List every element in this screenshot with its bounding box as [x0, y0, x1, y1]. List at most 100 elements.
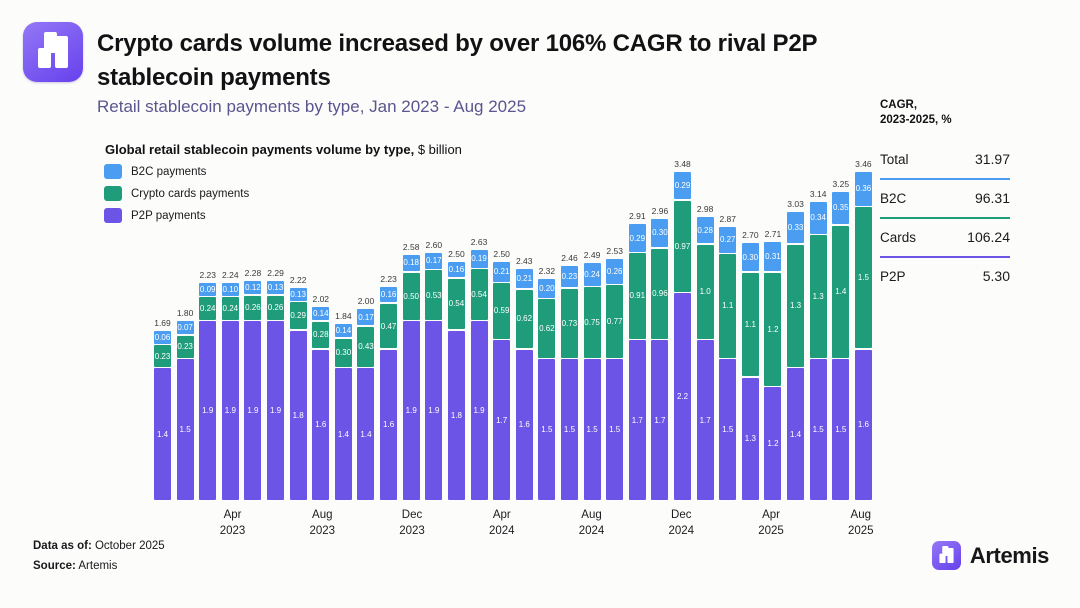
bar-segment-label: 1.7: [654, 415, 666, 425]
bar-segment-label: 2.2: [676, 392, 689, 402]
bar-segment-b2c: 0.17: [357, 309, 375, 326]
bar-segment-b2c: 0.20: [538, 278, 556, 298]
bar-segment-label: 0.54: [471, 290, 487, 299]
bar-column: 2.63 0.19 0.54 1.9: [470, 156, 488, 500]
bar-segment-label: 0.34: [810, 213, 826, 223]
bar-segment-label: 1.5: [563, 425, 576, 434]
bar-column: 2.29 0.13 0.26 1.9: [267, 156, 285, 500]
bar-segment-label: 0.96: [652, 289, 668, 299]
bar-column: 2.32 0.20 0.62 1.5: [538, 156, 556, 500]
bar-segment-b2c: 0.10: [221, 282, 239, 296]
bar-segment-b2c: 0.35: [832, 191, 850, 225]
bar-segment-cards: 0.96: [651, 248, 669, 339]
artemis-logo-icon: [23, 22, 83, 82]
bar-segment-cards: 0.97: [674, 200, 692, 292]
bar-total-label: 3.03: [787, 199, 804, 210]
bar-column: 2.28 0.12 0.26 1.9: [244, 156, 262, 500]
bar-segment-p2p: 1.9: [199, 321, 217, 500]
bar-segment-cards: 0.59: [493, 283, 511, 339]
bar-segment-b2c: 0.30: [741, 243, 759, 272]
bar-segment-label: 0.26: [606, 266, 623, 276]
chart-title-main: Global retail stablecoin payments volume…: [105, 142, 415, 157]
x-axis-tick: Apr 2023: [201, 507, 265, 539]
bar-segment-label: 0.24: [199, 304, 216, 314]
bar-segment-label: 0.26: [245, 303, 261, 313]
chart-title: Global retail stablecoin payments volume…: [105, 142, 462, 157]
artemis-footer-logo-icon: [931, 541, 961, 570]
bar-segment-b2c: 0.16: [380, 287, 398, 303]
legend-label: P2P payments: [131, 209, 206, 222]
x-tick-month: Aug: [581, 509, 602, 521]
x-tick-month: Apr: [762, 509, 780, 521]
bar-segment-label: 0.13: [290, 289, 306, 299]
bar-segment-label: 0.26: [267, 303, 284, 313]
bar-segment-p2p: 1.9: [470, 321, 488, 500]
bar-column: 3.14 0.34 1.3 1.5: [809, 156, 827, 500]
bar-segment-label: 0.14: [335, 326, 352, 336]
bar-segment-label: 0.16: [448, 265, 465, 275]
bar-segment-label: 1.2: [767, 324, 779, 334]
cagr-rows: Total 31.97 B2C 96.31 Cards 106.24 P2P 5.30: [880, 141, 1010, 295]
brand-footer: Artemis: [931, 541, 1049, 570]
bar-segment-label: 0.21: [493, 267, 510, 277]
bar-segment-cards: 1.0: [696, 244, 714, 339]
bar-total-label: 2.46: [561, 252, 578, 263]
data-as-of-note: Data as of: October 2025: [33, 540, 165, 552]
bar-segment-b2c: 0.21: [493, 262, 511, 282]
bar-segment-label: 0.19: [471, 254, 487, 264]
bar-segment-label: 0.77: [606, 316, 623, 326]
bar-segment-b2c: 0.30: [651, 218, 669, 248]
source-note: Source: Artemis: [33, 560, 117, 572]
bar-segment-p2p: 1.7: [651, 340, 669, 500]
bar-column: 2.87 0.27 1.1 1.5: [719, 156, 737, 500]
cagr-heading-line1: CAGR,: [880, 99, 918, 111]
bar-segment-label: 0.13: [267, 283, 284, 293]
bar-segment-label: 1.5: [835, 425, 847, 434]
bar-segment-b2c: 0.28: [696, 216, 714, 244]
bar-segment-b2c: 0.29: [628, 224, 646, 252]
bar-total-label: 3.14: [809, 188, 827, 199]
bar-segment-b2c: 0.33: [787, 212, 805, 244]
bar-column: 2.98 0.28 1.0 1.7: [696, 156, 714, 500]
bar-segment-p2p: 1.4: [357, 368, 375, 500]
bar-total-label: 2.00: [357, 296, 375, 307]
x-tick-month: Apr: [492, 509, 511, 521]
bar-segment-label: 0.14: [312, 309, 329, 319]
bar-column: 2.00 0.17 0.43 1.4: [357, 156, 375, 500]
bar-segment-b2c: 0.34: [809, 201, 827, 234]
x-tick-year: 2024: [668, 525, 695, 537]
cagr-row-label: Total: [880, 152, 909, 167]
page-subtitle: Retail stablecoin payments by type, Jan …: [97, 97, 527, 116]
x-axis-tick: Aug 2025: [829, 507, 893, 539]
x-tick-month: Aug: [312, 509, 333, 521]
bar-segment-label: 0.59: [493, 306, 510, 316]
bar-segment-label: 1.7: [699, 415, 711, 425]
bar-total-label: 2.50: [493, 249, 510, 260]
bar-segment-b2c: 0.24: [583, 262, 601, 286]
chart-legend: B2C payments Crypto cards payments P2P pay…: [104, 164, 249, 223]
bar-segment-label: 1.0: [699, 287, 711, 297]
bar-total-label: 2.32: [538, 265, 556, 276]
bar-column: 3.46 0.36 1.5 1.6: [854, 156, 872, 500]
bar-total-label: 2.28: [244, 268, 262, 279]
legend-label: Crypto cards payments: [131, 187, 250, 200]
bar-segment-label: 1.5: [609, 425, 621, 434]
bar-segment-cards: 0.26: [267, 295, 285, 320]
bar-segment-cards: 1.1: [741, 272, 759, 377]
bar-segment-label: 0.30: [335, 348, 352, 358]
cagr-heading-line2: 2023-2025, %: [880, 114, 952, 126]
legend-swatch: [104, 186, 122, 201]
bar-segment-label: 0.12: [245, 283, 261, 293]
bar-segment-cards: 0.62: [538, 299, 556, 358]
bar-segment-cards: 0.47: [380, 303, 398, 349]
bar-segment-cards: 0.50: [402, 272, 420, 320]
bar-segment-label: 1.6: [857, 420, 869, 430]
bar-segment-p2p: 1.9: [244, 321, 262, 500]
bar-segment-cards: 1.3: [809, 235, 827, 358]
bar-segment-cards: 0.62: [515, 289, 533, 349]
bar-segment-p2p: 1.9: [267, 321, 285, 500]
bar-segment-b2c: 0.23: [560, 265, 578, 288]
bar-segment-p2p: 1.4: [154, 368, 171, 500]
bar-total-label: 2.58: [402, 241, 420, 252]
x-axis-tick: Aug 2024: [560, 507, 624, 539]
